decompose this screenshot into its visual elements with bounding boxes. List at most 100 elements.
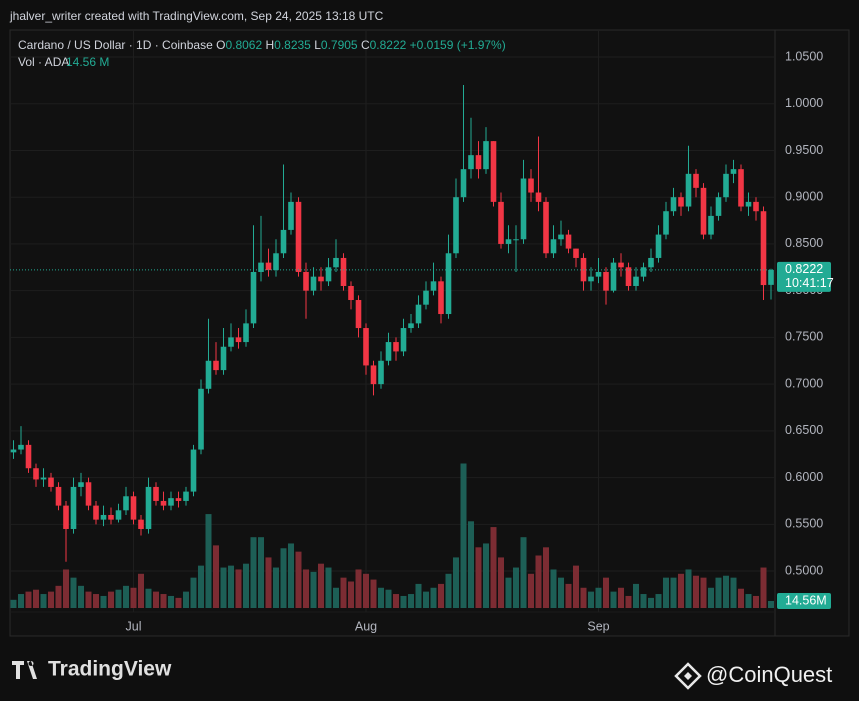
countdown: 10:41:17 [785,276,834,290]
candle-body [505,239,512,244]
price-label: 0.8222 [785,262,823,276]
volume-bar [55,585,62,608]
axis: 0.50000.55000.60000.65000.70000.75000.80… [10,49,834,633]
volume-bar [378,587,384,608]
volume-bar [25,591,32,608]
volume-bar [505,577,512,608]
volume-bar [640,594,647,608]
candle-body [220,346,227,371]
volume-bar [48,591,54,608]
watermark-icon [674,662,702,690]
volume-bar [175,597,182,608]
price-label-box [777,261,831,292]
volume-bar [363,573,369,608]
volume-bar [648,597,654,608]
volume-bar [355,569,362,608]
credit: jhalver_writer created with TradingView.… [9,9,384,23]
candle-body [48,477,54,487]
candle-body [138,519,144,529]
volume-bar [580,587,587,608]
volume-bar [633,583,639,608]
candle-body [100,514,107,520]
volume-bar [490,527,497,608]
volume-bar [265,557,272,608]
volume-bar [333,587,339,608]
candle-body [415,304,422,324]
volume-bar [310,571,317,608]
candle-body [175,498,182,501]
volume-bar [423,591,429,608]
candle-body [213,360,219,371]
volume-bar [318,563,324,608]
candle-body [618,262,624,268]
volume-bar [745,594,752,608]
volume-bar [235,569,242,608]
candle-body [153,486,159,501]
candle-body [745,201,752,207]
brand-logo [12,661,37,679]
volume-bar [18,594,24,608]
candle-body [145,486,152,529]
candle-body [730,169,737,174]
candle-body [655,234,662,258]
volume-bar [595,587,602,608]
volume-bar [288,543,294,608]
volume-bar [715,577,722,608]
volume-bar [393,594,399,608]
legend-title: Cardano / US Dollar · 1D · Coinbase [18,38,213,52]
candle-body [33,468,39,480]
candle-body [633,276,639,286]
legend-label: O [216,38,225,52]
volume-bar [738,588,744,608]
brand: TradingView [48,658,172,681]
candle-body [243,323,249,343]
volume-bar [295,551,302,608]
candle-body [130,496,137,520]
candle-body [663,211,669,235]
volume-bar [115,589,122,608]
legend-value: 0.8235 [274,38,311,52]
candle-body [273,253,279,271]
candle-body [205,360,212,389]
volume-bar [348,581,354,608]
volume-bar [678,573,684,608]
candle-body [558,234,564,240]
y-tick-label: 0.7500 [785,330,823,344]
volume-bar [228,565,234,608]
legend-value: 0.8222 [370,38,407,52]
candle-body [183,491,189,501]
candle-body [280,229,287,254]
volume-bar [303,569,309,608]
candle-body [70,486,77,529]
legend-label: C [361,38,370,52]
volume-bar [513,567,519,608]
candle-body [355,300,362,329]
y-tick-label: 0.7000 [785,376,823,390]
volume-bar [438,583,444,608]
y-tick-label: 0.8500 [785,236,823,250]
candle-body [235,337,242,343]
candle-body [228,337,234,347]
candle-body [738,169,744,207]
candle-body [408,323,414,329]
volume-bar [250,537,257,608]
candle-body [498,201,504,244]
candle-body [520,178,527,240]
candle-body [513,239,519,241]
volume-bar [730,577,737,608]
volume-bar [498,557,504,608]
candle-body [483,141,489,170]
candle-body [475,155,482,170]
volume-bar [453,557,459,608]
volume-bar [130,587,137,608]
candle-body [400,328,407,352]
candle-body [258,262,264,272]
candle-body [708,215,714,235]
candle-body [333,257,339,268]
volume-bar [468,521,474,608]
volume-bar [213,545,219,608]
candle-body [10,449,17,453]
volume-bar [520,537,527,608]
y-tick-label: 0.9000 [785,189,823,203]
